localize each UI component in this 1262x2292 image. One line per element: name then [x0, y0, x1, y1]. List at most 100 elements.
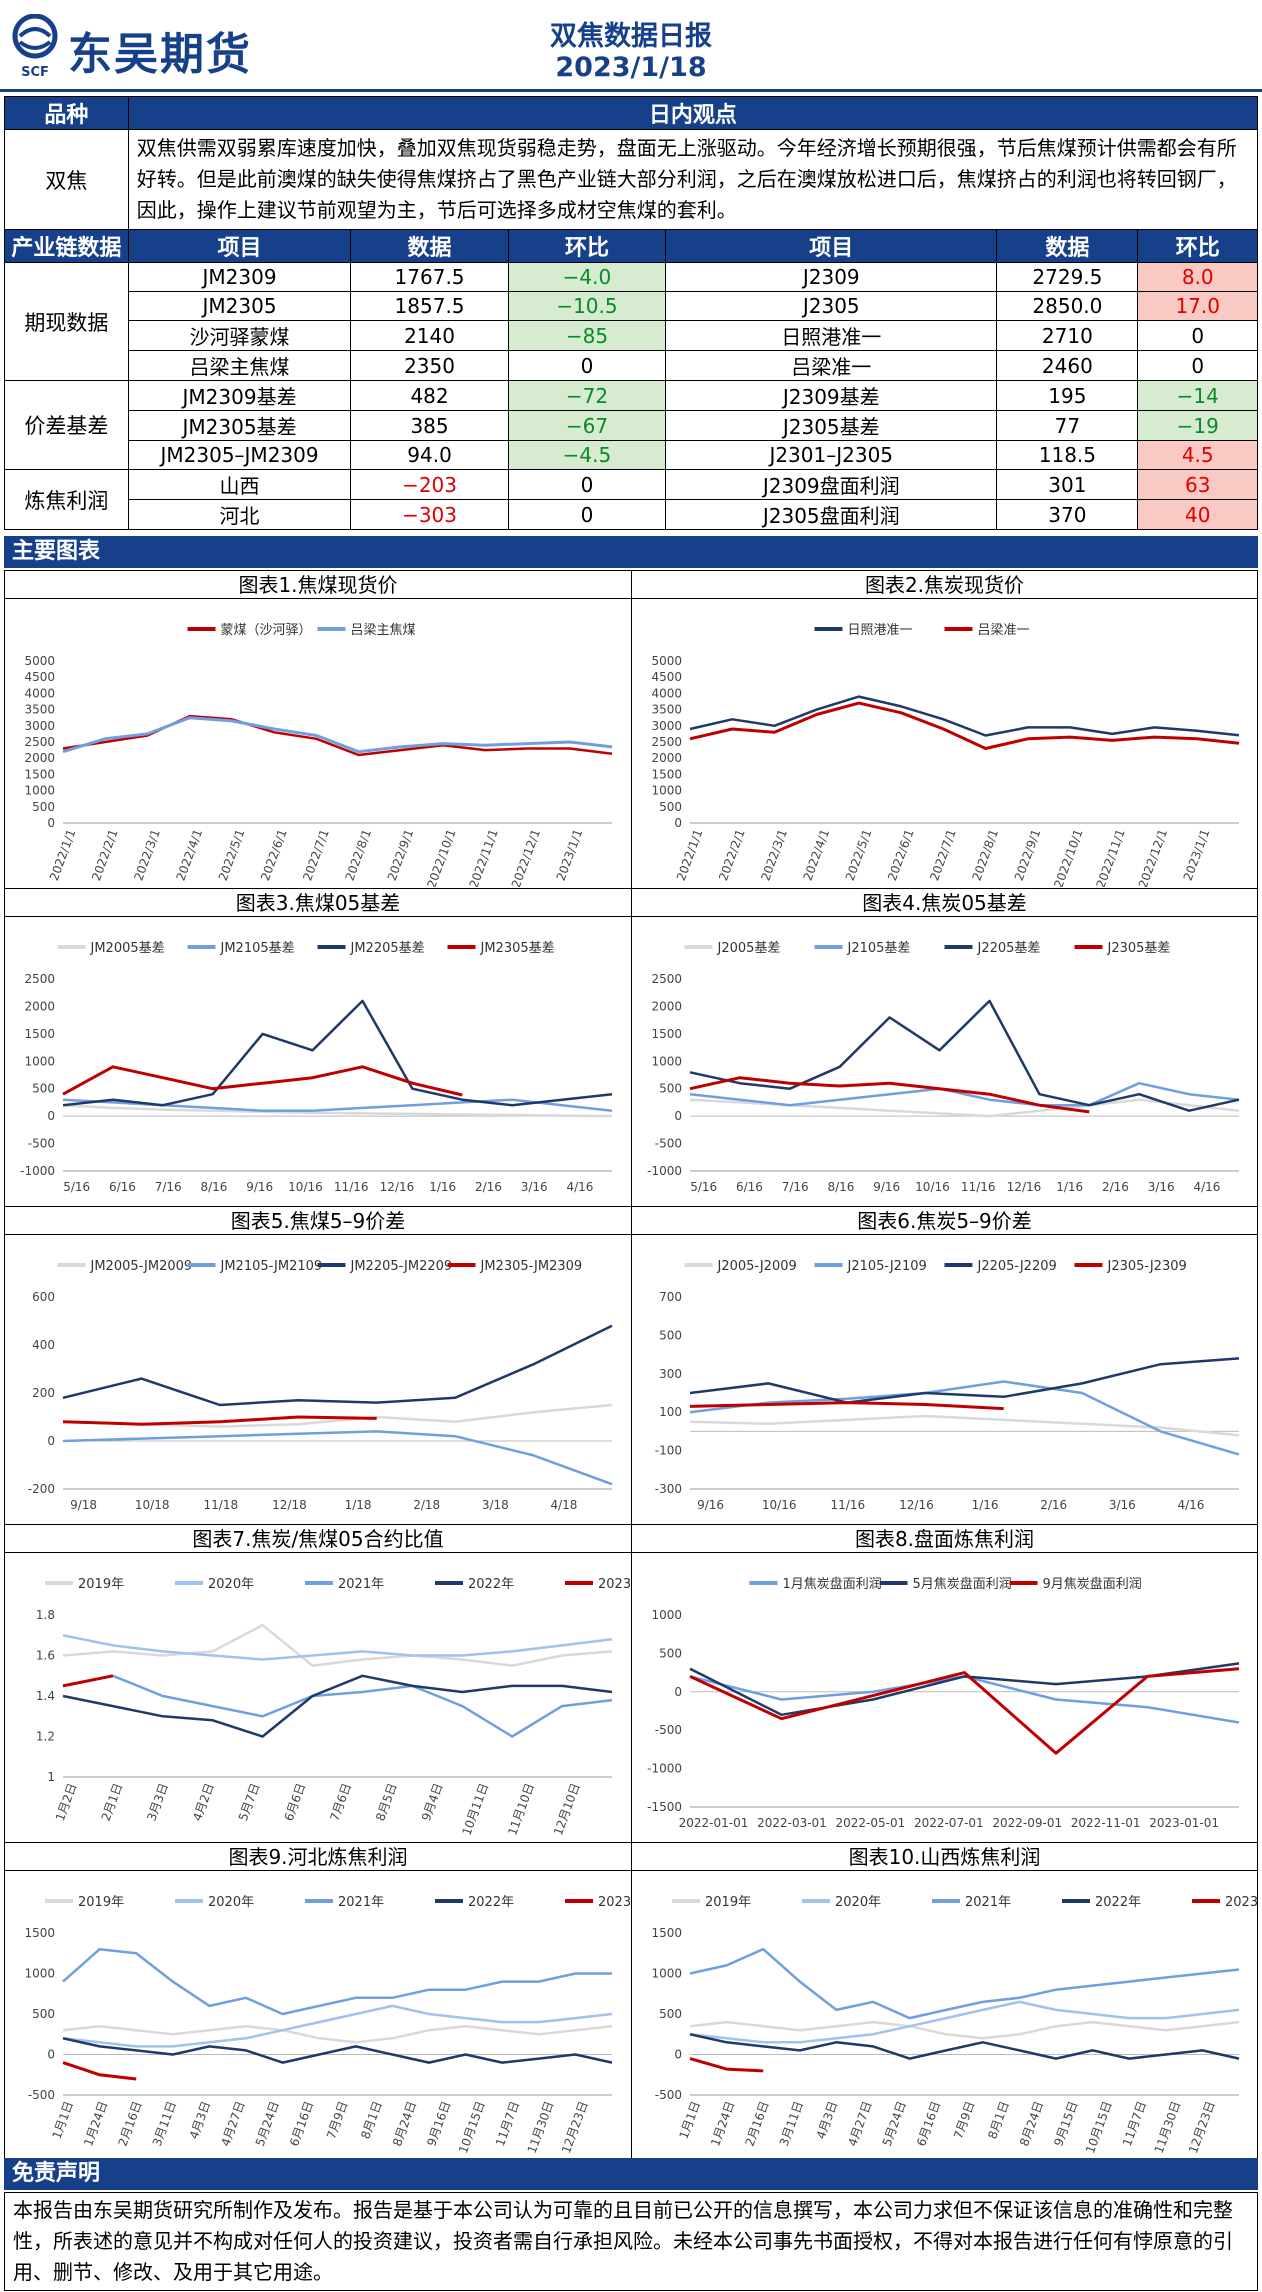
y-tick-label: 0 — [47, 1109, 55, 1123]
legend-label: 吕梁准一 — [978, 623, 1030, 638]
x-tick-label: 11/18 — [204, 1498, 239, 1512]
legend-label: 5月焦炭盘面利润 — [913, 1576, 1012, 1592]
x-tick-label: 6月16日 — [914, 2099, 943, 2148]
chart-panel: 图表2.焦炭现货价 日照港准一 吕梁准一 0 500 1000 1500 2000 2500 30… — [631, 570, 1258, 889]
y-tick-label: 5000 — [651, 654, 682, 668]
data-left: 1857.5 — [350, 291, 509, 321]
series-line — [62, 1674, 114, 1688]
table-row: 期现数据 JM2309 1767.5 −4.0 J2309 2729.5 8.0 — [4, 262, 1258, 381]
x-tick-label: 2022/7/1 — [300, 827, 332, 882]
x-tick-label: 11月30日 — [525, 2099, 557, 2155]
legend-label: 2019年 — [78, 1895, 124, 1910]
item-left: 沙河驿蒙煤 — [127, 320, 352, 351]
change-left: −10.5 — [507, 291, 667, 321]
legend-label: JM2005基差 — [90, 941, 165, 956]
series-line — [689, 2000, 1240, 2044]
chart-panel: 图表7.焦炭/焦煤05合约比值 2019年 2020年 2021年 2022年 2023年… — [4, 1524, 632, 1843]
x-tick-label: 3月11日 — [150, 2099, 179, 2148]
y-tick-label: -1000 — [647, 1164, 682, 1178]
report-title: 双焦数据日报 — [550, 21, 712, 52]
x-tick-label: 1月24日 — [81, 2099, 110, 2148]
chart-title: 图表2.焦炭现货价 — [632, 571, 1257, 599]
data-right: 77 — [996, 410, 1139, 441]
item-left: JM2309基差 — [127, 380, 352, 411]
series-line — [689, 701, 1240, 750]
x-tick-label: 2/16 — [1040, 1498, 1067, 1512]
x-tick-label: 4/18 — [550, 1498, 577, 1512]
x-tick-label: 1月24日 — [708, 2099, 737, 2148]
y-tick-label: -500 — [655, 2088, 682, 2102]
y-tick-label: 1000 — [651, 1054, 682, 1068]
legend-item: J2105基差 — [814, 941, 910, 956]
col-change-right: 环比 — [1137, 229, 1258, 263]
y-tick-label: 3000 — [651, 719, 682, 733]
legend-label: 2021年 — [965, 1895, 1011, 1910]
series-line — [689, 1081, 1240, 1107]
legend-item: 2019年 — [672, 1895, 751, 1910]
y-tick-label: 4500 — [651, 670, 682, 684]
y-tick-label: 1.4 — [36, 1689, 55, 1703]
change-left: 0 — [507, 350, 667, 381]
series-line — [689, 695, 1240, 737]
chart-title: 图表1.焦煤现货价 — [5, 571, 631, 599]
x-tick-label: 1/18 — [345, 1498, 372, 1512]
y-tick-label: 300 — [659, 1367, 682, 1381]
legend-label: 2022年 — [1095, 1895, 1141, 1910]
legend-label: 2019年 — [78, 1577, 124, 1592]
x-tick-label: 6月6日 — [282, 1781, 309, 1823]
y-tick-label: 1000 — [651, 1967, 682, 1981]
x-tick-label: 10/16 — [288, 1180, 323, 1194]
y-tick-label: 0 — [674, 816, 682, 830]
series-line — [689, 2057, 764, 2073]
col-data-left: 数据 — [350, 229, 509, 263]
series-line — [62, 1103, 613, 1118]
y-tick-label: 500 — [659, 1082, 682, 1096]
variety-name: 双焦 — [4, 129, 129, 230]
data-left: −203 — [350, 469, 509, 500]
data-left: 2140 — [350, 320, 509, 351]
x-tick-label: 3月11日 — [777, 2099, 806, 2148]
legend-item: 2022年 — [435, 1895, 514, 1910]
change-left: −4.0 — [507, 262, 667, 292]
y-tick-label: 1000 — [651, 784, 682, 798]
item-left: 河北 — [127, 499, 352, 530]
table-row: JM2305基差 385 −67 J2305基差 77 −19 — [5, 410, 1258, 441]
x-tick-label: 9/16 — [873, 1180, 900, 1194]
x-tick-label: 2022-05-01 — [836, 1816, 906, 1830]
x-tick-label: 2/18 — [413, 1498, 440, 1512]
x-tick-label: 4月2日 — [190, 1781, 217, 1823]
data-left: 1767.5 — [350, 262, 509, 292]
x-tick-label: 10/16 — [915, 1180, 950, 1194]
legend-item: JM2305基差 — [447, 941, 555, 956]
item-left: JM2305基差 — [127, 410, 352, 441]
x-tick-label: 9/16 — [246, 1180, 273, 1194]
x-tick-label: 12月23日 — [1186, 2099, 1218, 2155]
company-name: 东吴期货 — [68, 29, 252, 80]
legend-item: 2020年 — [802, 1895, 881, 1910]
chart-svg: 2019年 2020年 2021年 2022年 2023年 1 1.2 1.4 1.6 1.8 1月… — [36, 1577, 630, 1837]
x-tick-label: 2022-11-01 — [1071, 1816, 1141, 1830]
y-tick-label: 0 — [674, 1685, 682, 1699]
legend-item: J2005-J2009 — [684, 1259, 797, 1274]
chart-svg: 日照港准一 吕梁准一 0 500 1000 1500 2000 2500 3000 3500 400… — [651, 623, 1240, 887]
item-right: J2309基差 — [665, 380, 998, 411]
legend-item: 蒙煤（沙河驿） — [187, 623, 312, 638]
data-right: 2850.0 — [996, 291, 1139, 321]
x-tick-label: 2022/8/1 — [970, 827, 1002, 882]
x-tick-label: 2022/10/1 — [1051, 827, 1085, 887]
change-right: 0 — [1137, 320, 1258, 351]
legend-item: J2105-J2109 — [814, 1259, 927, 1274]
x-tick-label: 10/18 — [135, 1498, 170, 1512]
data-right: 370 — [996, 499, 1139, 530]
x-tick-label: 2022/4/1 — [801, 827, 833, 882]
legend-item: 2021年 — [305, 1577, 384, 1592]
legend-item: 吕梁主焦煤 — [317, 623, 416, 638]
legend-item: 日照港准一 — [814, 623, 913, 638]
legend-label: JM2205-JM2209 — [350, 1259, 453, 1274]
chart-panel: 图表4.焦炭05基差 J2005基差 J2105基差 J2205基差 J2305基差 -1… — [631, 888, 1258, 1207]
legend-item: 2021年 — [932, 1895, 1011, 1910]
x-tick-label: 2月16日 — [116, 2099, 145, 2148]
series-line — [62, 1065, 463, 1097]
legend-item: 2019年 — [45, 1577, 124, 1592]
x-tick-label: 5/16 — [690, 1180, 717, 1194]
